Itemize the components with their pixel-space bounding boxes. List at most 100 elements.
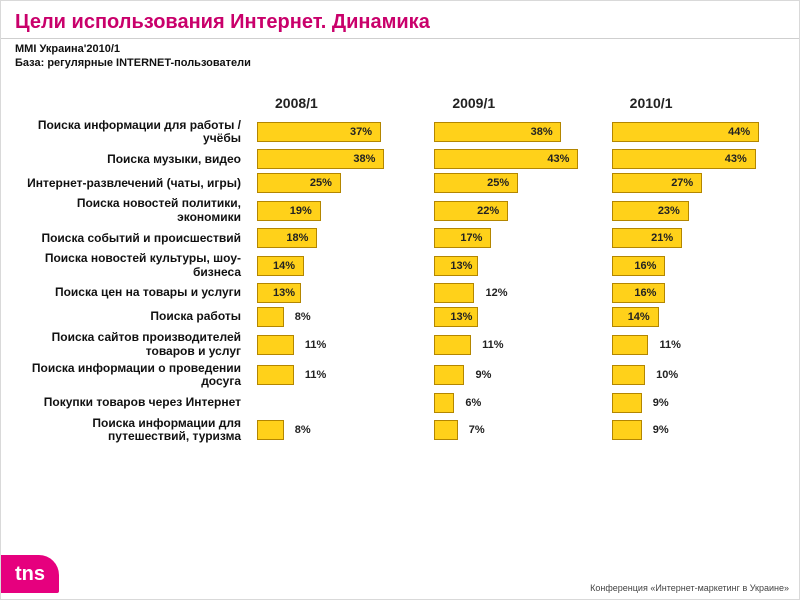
bar-value: 22% bbox=[471, 201, 499, 221]
bar-value: 10% bbox=[650, 365, 678, 385]
col-header-0: 2008/1 bbox=[257, 95, 424, 111]
chart-row: Поиска музыки, видео38%43%43% bbox=[15, 149, 779, 169]
bar-cell: 38% bbox=[434, 122, 601, 142]
bar bbox=[257, 420, 284, 440]
bar-cell: 8% bbox=[257, 420, 424, 440]
chart-row: Поиска информации для работы / учёбы37%3… bbox=[15, 119, 779, 146]
bar-cell: 7% bbox=[434, 420, 601, 440]
bar-cell: 18% bbox=[257, 228, 424, 248]
bar-cell: 8% bbox=[257, 307, 424, 327]
category-label: Поиска музыки, видео bbox=[15, 153, 247, 166]
bar-cell: 14% bbox=[257, 256, 424, 276]
bar-value: 25% bbox=[304, 173, 332, 193]
bar-value: 11% bbox=[476, 335, 503, 355]
category-label: Поиска информации о проведении досуга bbox=[15, 362, 247, 389]
bar-value: 11% bbox=[653, 335, 680, 355]
bar-cell: 11% bbox=[612, 335, 779, 355]
category-label: Поиска событий и происшествий bbox=[15, 232, 247, 245]
bar bbox=[434, 335, 471, 355]
chart-row: Поиска новостей культуры, шоу-бизнеса14%… bbox=[15, 252, 779, 279]
chart-row: Поиска сайтов производителей товаров и у… bbox=[15, 331, 779, 358]
bar-value: 9% bbox=[647, 420, 669, 440]
bar-cell: 9% bbox=[612, 393, 779, 413]
bar-cell: 25% bbox=[257, 173, 424, 193]
subtitle: MMI Украина'2010/1 База: регулярные INTE… bbox=[1, 43, 799, 71]
subtitle-line1: MMI Украина'2010/1 bbox=[15, 43, 785, 57]
bar-cell: 38% bbox=[257, 149, 424, 169]
bar bbox=[612, 420, 642, 440]
bar-value: 13% bbox=[444, 256, 472, 276]
chart-row: Интернет-развлечений (чаты, игры) 25% 25% 2… bbox=[15, 173, 779, 193]
chart-row: Поиска работы 8% 13% 14% bbox=[15, 307, 779, 327]
bar-cell: 19% bbox=[257, 201, 424, 221]
bar-value: 13% bbox=[444, 307, 472, 327]
bar bbox=[612, 335, 649, 355]
bar bbox=[257, 307, 284, 327]
bar-cell: 11% bbox=[434, 335, 601, 355]
bar-cell: 44% bbox=[612, 122, 779, 142]
bar-cell: 13% bbox=[257, 283, 424, 303]
bar-value: 25% bbox=[481, 173, 509, 193]
bar-cell: 23% bbox=[612, 201, 779, 221]
bar-value: 8% bbox=[289, 307, 311, 327]
bar-value: 13% bbox=[267, 283, 295, 303]
bar-value: 8% bbox=[289, 420, 311, 440]
bar-cell: 16% bbox=[612, 256, 779, 276]
category-label: Поиска информации для путешествий, туриз… bbox=[15, 417, 247, 444]
bar-value: 38% bbox=[347, 149, 375, 169]
chart-row: Поиска событий и происшествий 18% 17% 21% bbox=[15, 228, 779, 248]
bar-cell: 6% bbox=[434, 393, 601, 413]
bar-value: 7% bbox=[463, 420, 485, 440]
bar-cell: 21% bbox=[612, 228, 779, 248]
footer-text: Конференция «Интернет-маркетинг в Украин… bbox=[590, 583, 789, 593]
bar-value: 11% bbox=[299, 335, 326, 355]
bar-value: 18% bbox=[280, 228, 308, 248]
bar-cell: 11% bbox=[257, 365, 424, 385]
bar-value: 44% bbox=[722, 122, 750, 142]
category-label: Поиска информации для работы / учёбы bbox=[15, 119, 247, 146]
category-label: Поиска сайтов производителей товаров и у… bbox=[15, 331, 247, 358]
bar bbox=[257, 335, 294, 355]
bar-cell: 22% bbox=[434, 201, 601, 221]
bar-value: 6% bbox=[459, 393, 481, 413]
bar-cell: 27% bbox=[612, 173, 779, 193]
chart-row: Поиска информации о проведении досуга 11%… bbox=[15, 362, 779, 389]
bar bbox=[257, 365, 294, 385]
bar-value: 43% bbox=[541, 149, 569, 169]
bar-cell: 14% bbox=[612, 307, 779, 327]
bar-value: 14% bbox=[267, 256, 295, 276]
bar bbox=[434, 283, 474, 303]
bar-cell: 9% bbox=[612, 420, 779, 440]
category-label: Поиска цен на товары и услуги bbox=[15, 286, 247, 299]
bar bbox=[434, 420, 457, 440]
chart: 2008/1 2009/1 2010/1 Поиска информации д… bbox=[1, 71, 799, 444]
category-label: Поиска новостей политики, экономики bbox=[15, 197, 247, 224]
chart-row: Покупки товаров через Интернет 6% 9% bbox=[15, 393, 779, 413]
bar-value: 23% bbox=[652, 201, 680, 221]
category-label: Покупки товаров через Интернет bbox=[15, 396, 247, 409]
bar-value: 11% bbox=[299, 365, 326, 385]
bar-value: 19% bbox=[284, 201, 312, 221]
bar-cell: 12% bbox=[434, 283, 601, 303]
category-label: Поиска работы bbox=[15, 310, 247, 323]
bar-value: 21% bbox=[645, 228, 673, 248]
bar-value: 17% bbox=[454, 228, 482, 248]
bar-value: 9% bbox=[647, 393, 669, 413]
page-title: Цели использования Интернет. Динамика bbox=[1, 1, 799, 38]
tns-logo: tns bbox=[1, 555, 59, 593]
chart-row: Поиска информации для путешествий, туриз… bbox=[15, 417, 779, 444]
bar-cell: 25% bbox=[434, 173, 601, 193]
col-header-1: 2009/1 bbox=[434, 95, 601, 111]
bar-cell bbox=[257, 393, 424, 413]
subtitle-line2: База: регулярные INTERNET-пользователи bbox=[15, 57, 785, 71]
bar bbox=[612, 393, 642, 413]
bar-cell: 43% bbox=[434, 149, 601, 169]
bar bbox=[434, 365, 464, 385]
bar-cell: 9% bbox=[434, 365, 601, 385]
category-label: Интернет-развлечений (чаты, игры) bbox=[15, 177, 247, 190]
chart-row: Поиска цен на товары и услуги 13% 12% 16% bbox=[15, 283, 779, 303]
chart-rows: Поиска информации для работы / учёбы37%3… bbox=[15, 119, 779, 444]
bar-cell: 11% bbox=[257, 335, 424, 355]
bar-cell: 16% bbox=[612, 283, 779, 303]
col-header-2: 2010/1 bbox=[612, 95, 779, 111]
